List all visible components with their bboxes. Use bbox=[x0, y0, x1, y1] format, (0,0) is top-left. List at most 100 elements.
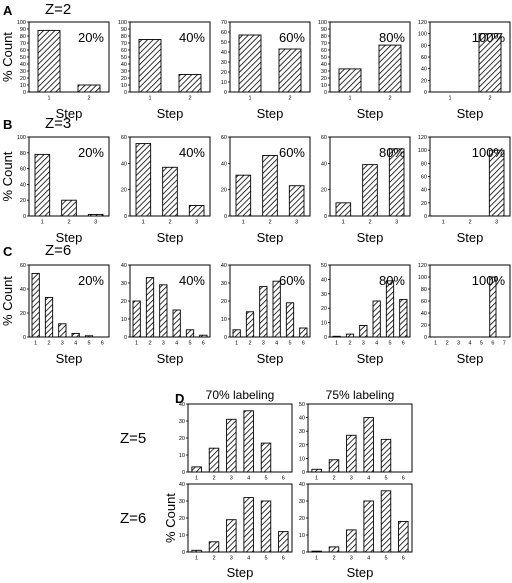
y-tick-label: 0 bbox=[182, 470, 185, 476]
x-tick-label: 2 bbox=[388, 96, 391, 102]
bar bbox=[380, 490, 392, 553]
y-axis-title: % Count bbox=[163, 493, 178, 543]
x-tick-label: 3 bbox=[61, 341, 64, 347]
y-tick-label: 30 bbox=[299, 499, 305, 505]
bar-chart: 0 10 20 30 40 1 2 3 4 5 6 60% Step bbox=[221, 263, 311, 366]
x-tick-label: 6 bbox=[491, 341, 494, 347]
y-tick-label: 60 bbox=[321, 48, 327, 54]
x-tick-label: 6 bbox=[302, 341, 305, 347]
bar-chart: 0 20 40 60 1 2 3 80% Step bbox=[321, 135, 411, 245]
x-tick-label: 5 bbox=[188, 341, 191, 347]
bar bbox=[135, 143, 152, 217]
x-tick-label: 5 bbox=[384, 476, 387, 482]
y-tick-label: 60 bbox=[20, 263, 26, 269]
row-z-label: Z=5 bbox=[120, 430, 146, 447]
bar-chart: 0 10 20 30 40 50 1 2 3 4 5 6 bbox=[299, 402, 413, 482]
y-tick-label: 20 bbox=[179, 436, 185, 442]
y-tick-label: 20 bbox=[221, 299, 227, 305]
x-tick-label: 2 bbox=[212, 556, 215, 562]
y-tick-label: 20 bbox=[121, 299, 127, 305]
bar bbox=[243, 410, 254, 473]
y-tick-label: 50 bbox=[221, 40, 227, 46]
y-tick-label: 20 bbox=[221, 70, 227, 76]
bar bbox=[226, 418, 237, 473]
y-tick-label: 100 bbox=[418, 148, 427, 154]
bar bbox=[311, 468, 322, 473]
x-tick-label: 1 bbox=[195, 476, 198, 482]
x-tick-label: 5 bbox=[288, 341, 291, 347]
x-tick-label: 1 bbox=[348, 96, 351, 102]
bar bbox=[172, 309, 181, 338]
y-tick-label: 10 bbox=[179, 453, 185, 459]
bar bbox=[260, 442, 272, 473]
y-tick-label: 0 bbox=[302, 550, 305, 556]
bar bbox=[260, 500, 272, 553]
bar bbox=[138, 39, 162, 93]
x-tick-label: 2 bbox=[168, 220, 171, 226]
y-tick-label: 60 bbox=[421, 299, 427, 305]
y-tick-label: 0 bbox=[124, 335, 127, 341]
bar-chart: 0 10 20 30 40 1 2 3 4 5 6 bbox=[179, 482, 293, 562]
bar bbox=[238, 34, 262, 93]
z-label: Z=6 bbox=[45, 242, 71, 259]
x-tick-label: 3 bbox=[162, 341, 165, 347]
bar bbox=[363, 417, 374, 473]
x-tick-label: 3 bbox=[457, 341, 460, 347]
bar bbox=[359, 325, 368, 338]
y-tick-label: 120 bbox=[418, 135, 427, 141]
x-tick-label: 4 bbox=[468, 341, 471, 347]
x-tick-label: 5 bbox=[87, 341, 90, 347]
bar bbox=[259, 286, 268, 338]
bar bbox=[399, 299, 408, 338]
bar bbox=[338, 68, 362, 93]
y-tick-label: 70 bbox=[121, 41, 127, 47]
bar bbox=[346, 529, 357, 553]
y-tick-label: 90 bbox=[121, 27, 127, 33]
z-label: Z=3 bbox=[45, 115, 71, 132]
bar bbox=[71, 332, 80, 338]
y-tick-label: 0 bbox=[324, 90, 327, 96]
x-tick-label: 1 bbox=[448, 96, 451, 102]
x-axis-title: Step bbox=[157, 230, 184, 245]
y-tick-label: 0 bbox=[224, 335, 227, 341]
y-tick-label: 0 bbox=[23, 335, 26, 341]
chart-label: 20% bbox=[78, 30, 104, 45]
y-tick-label: 40 bbox=[121, 62, 127, 68]
y-tick-label: 90 bbox=[321, 27, 327, 33]
bar-chart: 0 10 20 30 40 50 1 2 3 4 5 6 80% Step bbox=[321, 263, 411, 366]
bar bbox=[489, 276, 497, 338]
y-tick-label: 40 bbox=[421, 311, 427, 317]
y-tick-label: 50 bbox=[121, 55, 127, 61]
y-tick-label: 10 bbox=[299, 456, 305, 462]
y-tick-label: 70 bbox=[20, 41, 26, 47]
x-tick-label: 3 bbox=[262, 341, 265, 347]
x-tick-label: 2 bbox=[248, 341, 251, 347]
y-tick-label: 30 bbox=[221, 60, 227, 66]
x-tick-label: 1 bbox=[235, 341, 238, 347]
x-tick-label: 2 bbox=[348, 341, 351, 347]
y-tick-label: 30 bbox=[121, 281, 127, 287]
y-tick-label: 30 bbox=[20, 69, 26, 75]
x-tick-label: 1 bbox=[242, 220, 245, 226]
y-tick-label: 80 bbox=[20, 151, 26, 157]
x-tick-label: 1 bbox=[41, 220, 44, 226]
y-tick-label: 20 bbox=[321, 306, 327, 312]
y-tick-label: 0 bbox=[182, 550, 185, 556]
panel-letter: D bbox=[175, 391, 184, 406]
bar bbox=[185, 329, 195, 338]
bar bbox=[335, 202, 352, 217]
x-tick-label: 5 bbox=[384, 556, 387, 562]
x-axis-title: Step bbox=[457, 106, 484, 121]
y-tick-label: 40 bbox=[321, 277, 327, 283]
x-tick-label: 2 bbox=[47, 341, 50, 347]
chart-label: 100% bbox=[472, 273, 506, 288]
y-tick-label: 60 bbox=[421, 55, 427, 61]
y-tick-label: 60 bbox=[20, 48, 26, 54]
row-z-label: Z=6 bbox=[120, 510, 146, 527]
y-tick-label: 0 bbox=[424, 214, 427, 220]
